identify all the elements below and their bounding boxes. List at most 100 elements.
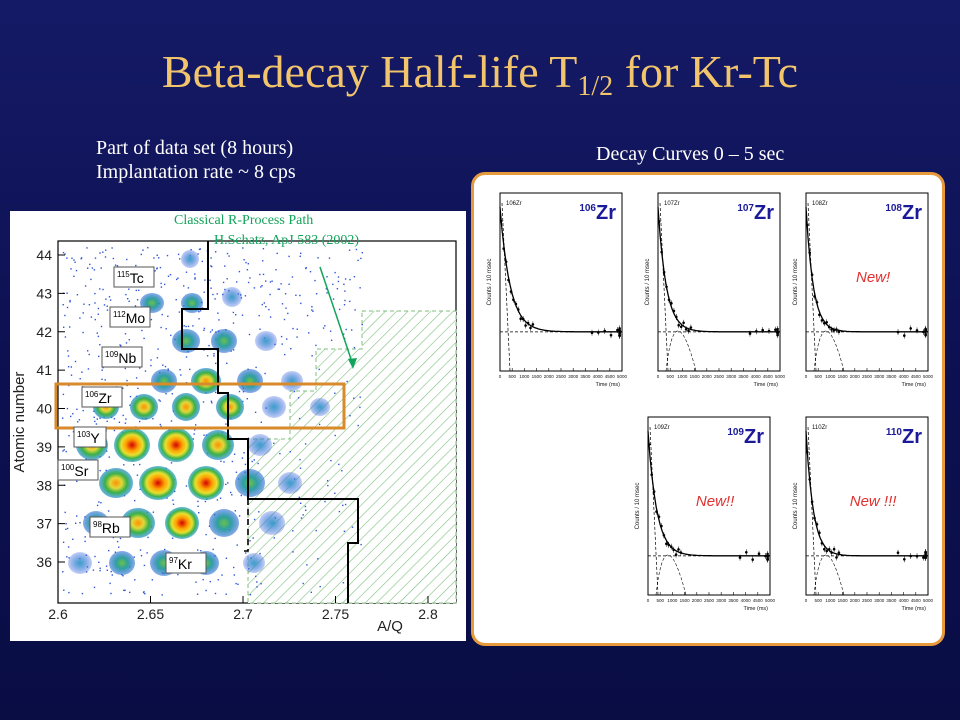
decay-xtick: 1000 [667,598,678,603]
decay-xtick: 4500 [753,598,764,603]
decay-new-note: New !!! [850,493,898,510]
decay-xtick: 4500 [911,374,922,379]
rprocess-arrow [319,266,354,366]
isotope-labels: 115Tc 112Mo 109Nb 106Zr 103Y 100Sr 98Rb 97Kr [57,266,207,574]
slide-title: Beta-decay Half-life T1/2 for Kr-Tc [161,46,799,102]
nucleus-blob [68,552,92,574]
decay-xtick: 3500 [738,374,749,379]
nucleus-blob [151,369,177,393]
pid-ytick: 38 [36,477,52,493]
decay-xtick: 3000 [726,374,737,379]
decay-xtick: 3000 [716,598,727,603]
isotope-label: 98Rb [93,520,120,536]
decay-small-tag: 108Zr [812,201,828,207]
decay-xtick: 2500 [862,598,873,603]
isotope-label-box [57,459,99,481]
decay-xtick: 5000 [617,374,628,379]
decay-xlabel: Time (ms) [901,382,926,388]
boundary-line [181,241,359,603]
decay-new-note: New! [856,269,891,286]
decay-ylabel: Counts / 10 msec [487,259,493,306]
decay-xtick: 3000 [874,598,885,603]
rprocess-line2: H.Schatz, ApJ 583 (2002) [214,233,360,248]
pid-ytick: 43 [36,285,52,301]
decay-xtick: 1000 [677,374,688,379]
decay-xtick: 2000 [692,598,703,603]
pid-plot: Atomic number A/Q 2.6 2.65 2.7 2.75 2.8 44 43 4… [11,240,457,635]
decay-xtick: 1500 [680,598,691,603]
decay-panel-107zr: Counts / 10 msec 0 500 1000 1500 2000 2500 3000… [644,185,786,393]
decay-xtick: 3500 [886,374,897,379]
isotope-label: 97Kr [169,556,192,572]
rprocess-arrowhead [348,358,357,369]
nucleus-blob [235,469,265,497]
decay-xtick: 500 [814,374,822,379]
decay-xtick: 5000 [923,598,934,603]
boundary-dashed [240,499,249,552]
decay-xtick: 3500 [728,598,739,603]
decay-ylabel: Counts / 10 msec [645,259,651,306]
decay-xtick: 500 [666,374,674,379]
isotope-label-box [81,386,123,408]
decay-xlabel: Time (ms) [595,382,620,388]
info-line-duration: Part of data set (8 hours) [96,137,294,159]
pid-plot-panel: Atomic number A/Q 2.6 2.65 2.7 2.75 2.8 44 43 4… [10,211,466,641]
pid-ytick: 40 [36,401,52,417]
decay-xtick: 4000 [751,374,762,379]
decay-xtick: 4000 [593,374,604,379]
isotope-label-box [73,426,107,448]
rprocess-annotation: Classical R-Process Path H.Schatz, ApJ 5… [174,211,359,251]
rprocess-region [247,310,457,604]
decay-xtick: 1500 [690,374,701,379]
decay-xtick: 3000 [874,374,885,379]
isotope-label-box [89,516,131,538]
decay-xtick: 3500 [580,374,591,379]
decay-small-tag: 106Zr [506,201,522,207]
nucleus-blob [243,553,265,573]
decay-xtick: 4500 [763,374,774,379]
decay-panel-108zr: Counts / 10 msec 0 500 1000 1500 2000 2500 3000… [792,185,934,393]
pid-ytick: 37 [36,516,52,532]
decay-small-tag: 107Zr [664,201,680,207]
decay-panel-106zr: Counts / 10 msec 0 500 1000 1500 2000 2500 3000… [486,185,628,393]
pid-ylabel: Atomic number [11,372,28,473]
pid-xtick: 2.8 [418,606,438,622]
pid-ytick: 42 [36,324,52,340]
decay-panel-110zr: Counts / 10 msec 0 500 1000 1500 2000 2500 3000… [792,409,934,617]
decay-panel-109zr: Counts / 10 msec 0 500 1000 1500 2000 2500 3000… [634,409,776,617]
nucleus-blob [172,393,200,421]
decay-xtick: 2500 [704,598,715,603]
isotope-label-box [109,306,151,328]
nucleus-blob [139,466,177,500]
decay-small-tag: 109Zr [654,425,670,431]
decay-xtick: 2000 [850,374,861,379]
decay-xtick: 2000 [544,374,555,379]
nucleus-blob [216,394,244,420]
decay-curves-panel: Counts / 10 msec 0 500 1000 1500 2000 2500 3000… [471,172,945,646]
pid-ticks: 2.6 2.65 2.7 2.75 2.8 44 43 42 41 40 39 38 37 36 [36,247,438,622]
decay-ylabel: Counts / 10 msec [793,483,799,530]
pid-blobs [68,250,330,576]
nucleus-blob [114,428,150,462]
decay-xtick: 5000 [765,598,776,603]
decay-xlabel: Time (ms) [753,382,778,388]
decay-xtick: 1000 [519,374,530,379]
decay-ylabel: Counts / 10 msec [635,483,641,530]
decay-curves-label: Decay Curves 0 – 5 sec [596,143,785,165]
nucleus-blob [310,398,330,416]
decay-isotope-label: 109Zr [727,426,764,448]
decay-xtick: 0 [805,598,808,603]
rprocess-line1: Classical R-Process Path [174,213,314,228]
nucleus-blob [181,250,199,268]
decay-new-note: New!! [696,493,735,510]
nucleus-blob [109,551,135,575]
decay-xtick: 4500 [605,374,616,379]
pid-xtick: 2.75 [322,606,349,622]
decay-xtick: 2500 [556,374,567,379]
decay-xtick: 4000 [899,598,910,603]
isotope-label: 100Sr [61,463,89,479]
decay-xlabel: Time (ms) [743,606,768,612]
decay-xtick: 2000 [702,374,713,379]
nucleus-blob [99,468,133,498]
